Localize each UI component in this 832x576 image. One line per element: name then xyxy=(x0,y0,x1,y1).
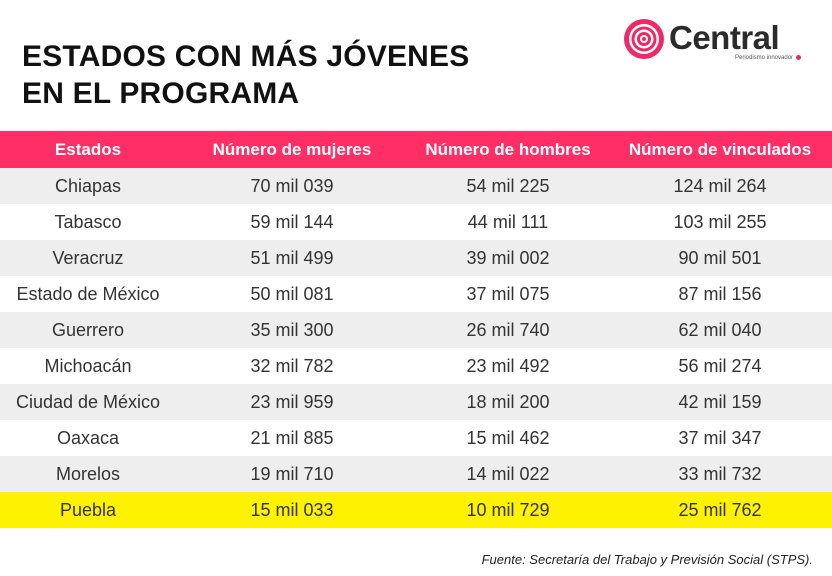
logo-dot xyxy=(796,55,801,60)
cell-mujeres: 70 mil 039 xyxy=(250,175,334,196)
table-row: Veracruz 51 mil 499 39 mil 002 90 mil 50… xyxy=(0,240,832,276)
cell-hombres: 37 mil 075 xyxy=(466,283,550,304)
cell-hombres: 54 mil 225 xyxy=(466,175,550,196)
cell-vinculados: 90 mil 501 xyxy=(678,247,762,268)
cell-mujeres: 15 mil 033 xyxy=(250,499,334,520)
title-line-2: EN EL PROGRAMA xyxy=(22,77,300,110)
title-line-1: ESTADOS CON MÁS JÓVENES xyxy=(22,40,470,73)
cell-hombres: 39 mil 002 xyxy=(466,247,550,268)
cell-estado: Guerrero xyxy=(51,319,125,340)
cell-estado: Ciudad de México xyxy=(15,391,161,412)
cell-hombres: 44 mil 111 xyxy=(467,211,549,232)
cell-vinculados: 62 mil 040 xyxy=(678,319,762,340)
cell-vinculados: 25 mil 762 xyxy=(678,499,762,520)
central-logo: Central Periodismo innovador xyxy=(623,18,823,64)
table-row: Michoacán 32 mil 782 23 mil 492 56 mil 2… xyxy=(0,348,832,384)
cell-mujeres: 50 mil 081 xyxy=(250,283,334,304)
page-title: ESTADOS CON MÁS JÓVENES EN EL PROGRAMA xyxy=(22,38,469,112)
table-row: Tabasco 59 mil 144 44 mil 111 103 mil 25… xyxy=(0,204,832,240)
central-logo-icon xyxy=(624,19,664,59)
cell-vinculados: 56 mil 274 xyxy=(678,355,762,376)
header-vinculados: Número de vinculados xyxy=(628,139,812,159)
header-estados: Estados xyxy=(54,139,122,159)
table-header-row: Estados Número de mujeres Número de homb… xyxy=(0,131,832,168)
cell-vinculados: 103 mil 255 xyxy=(673,211,767,232)
cell-hombres: 14 mil 022 xyxy=(466,463,550,484)
table-row: Guerrero 35 mil 300 26 mil 740 62 mil 04… xyxy=(0,312,832,348)
table-row: Chiapas 70 mil 039 54 mil 225 124 mil 26… xyxy=(0,168,832,204)
cell-mujeres: 19 mil 710 xyxy=(250,463,334,484)
states-table: Estados Número de mujeres Número de homb… xyxy=(0,131,832,528)
cell-estado: Puebla xyxy=(59,499,117,520)
logo-wordmark: Central xyxy=(669,19,780,56)
cell-estado: Oaxaca xyxy=(56,427,120,448)
cell-estado: Michoacán xyxy=(44,355,132,376)
cell-mujeres: 32 mil 782 xyxy=(250,355,334,376)
cell-vinculados: 42 mil 159 xyxy=(678,391,762,412)
cell-estado: Estado de México xyxy=(16,283,160,304)
cell-hombres: 15 mil 462 xyxy=(466,427,550,448)
source-note: Fuente: Secretaría del Trabajo y Previsi… xyxy=(481,552,813,567)
cell-estado: Morelos xyxy=(55,463,121,484)
table-row: Oaxaca 21 mil 885 15 mil 462 37 mil 347 xyxy=(0,420,832,456)
logo-tagline: Periodismo innovador xyxy=(735,55,794,61)
cell-vinculados: 33 mil 732 xyxy=(678,463,762,484)
cell-hombres: 10 mil 729 xyxy=(466,499,550,520)
cell-hombres: 23 mil 492 xyxy=(466,355,550,376)
cell-hombres: 26 mil 740 xyxy=(466,319,550,340)
cell-mujeres: 59 mil 144 xyxy=(250,211,334,232)
cell-estado: Tabasco xyxy=(54,211,122,232)
header-hombres: Número de hombres xyxy=(425,139,591,159)
cell-hombres: 18 mil 200 xyxy=(466,391,550,412)
cell-vinculados: 87 mil 156 xyxy=(678,283,762,304)
table-row-highlighted: Puebla 15 mil 033 10 mil 729 25 mil 762 xyxy=(0,492,832,528)
table-row: Estado de México 50 mil 081 37 mil 075 8… xyxy=(0,276,832,312)
cell-mujeres: 23 mil 959 xyxy=(250,391,334,412)
cell-estado: Chiapas xyxy=(54,175,122,196)
table-row: Morelos 19 mil 710 14 mil 022 33 mil 732 xyxy=(0,456,832,492)
cell-mujeres: 51 mil 499 xyxy=(250,247,334,268)
table-row: Ciudad de México 23 mil 959 18 mil 200 4… xyxy=(0,384,832,420)
cell-estado: Veracruz xyxy=(52,247,124,268)
cell-mujeres: 35 mil 300 xyxy=(250,319,334,340)
cell-mujeres: 21 mil 885 xyxy=(250,427,334,448)
cell-vinculados: 37 mil 347 xyxy=(678,427,762,448)
cell-vinculados: 124 mil 264 xyxy=(673,175,767,196)
header-mujeres: Número de mujeres xyxy=(212,139,372,159)
